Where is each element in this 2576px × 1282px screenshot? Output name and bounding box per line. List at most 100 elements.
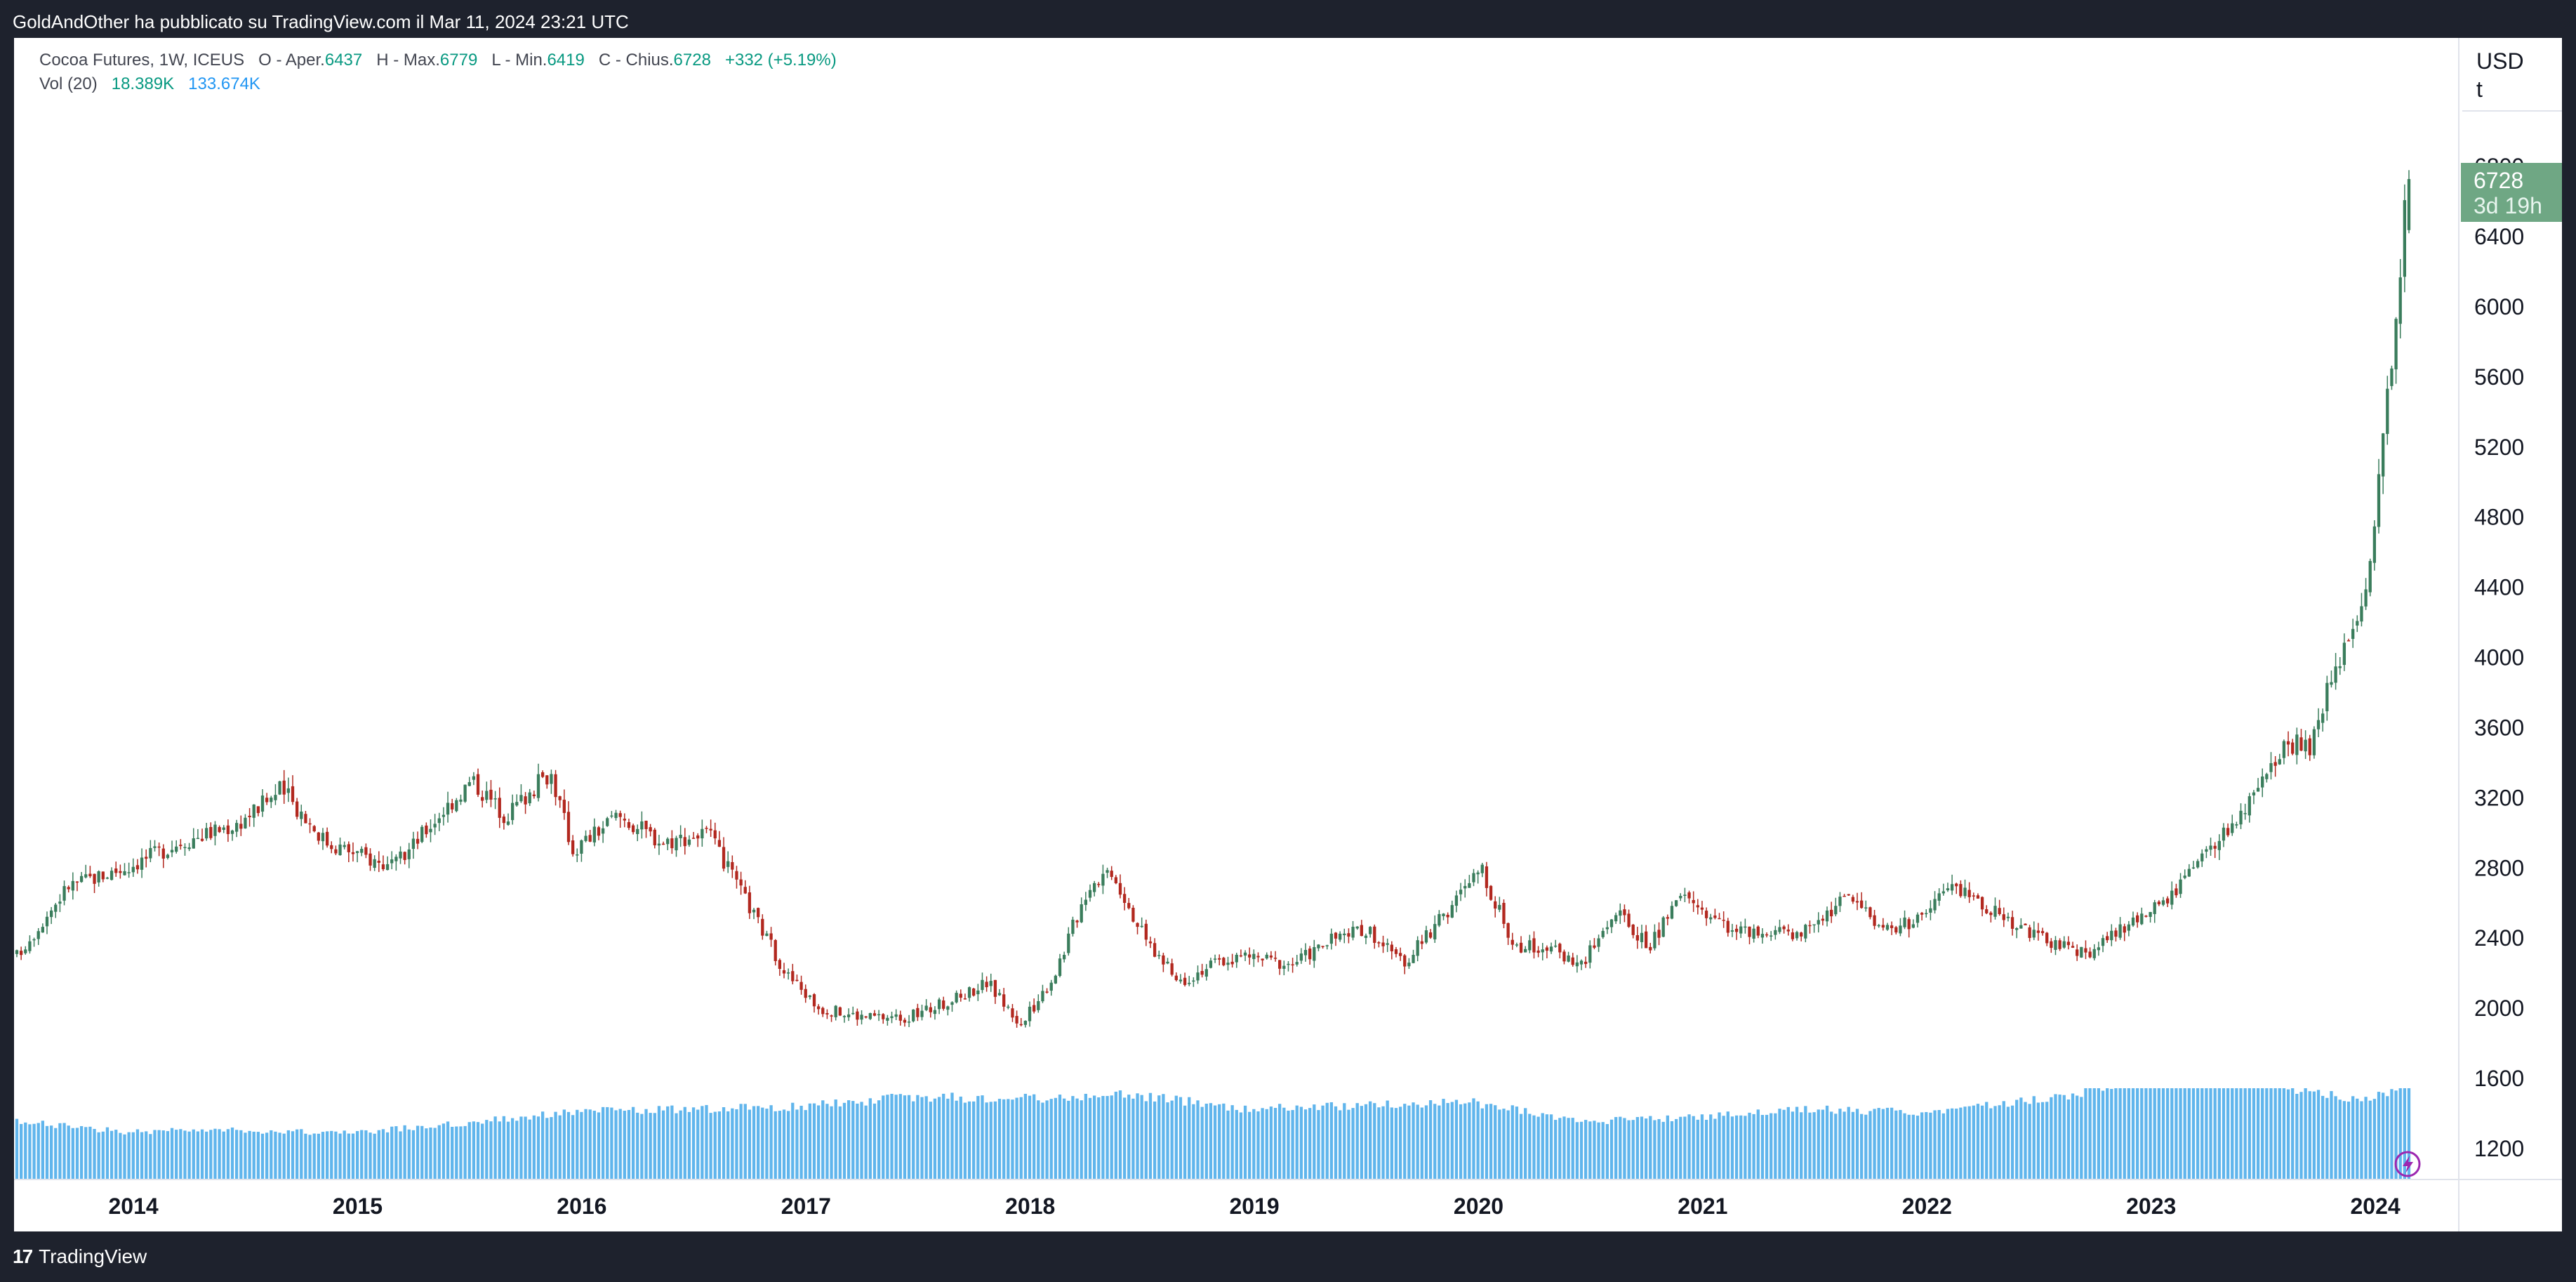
candle-body [834,1005,837,1017]
volume-bar [1170,1100,1174,1179]
volume-bar [1200,1106,1204,1179]
price-axis[interactable]: 1200 1600 2000 2400 2800 3200 3600 4000 4400 4800… [2474,154,2524,1161]
candle-body [894,1014,898,1017]
volume-bar [644,1109,648,1179]
candle-body [912,1009,915,1022]
volume-bar [1424,1105,1428,1179]
tradingview-logo[interactable]: 17 TradingView [13,1245,147,1268]
candle-body [58,901,62,904]
volume-bar [1825,1105,1829,1179]
volume-bar [394,1126,398,1179]
volume-bar [1122,1097,1127,1179]
volume-bar [2024,1102,2027,1179]
volume-bar [291,1131,295,1179]
time-axis[interactable]: 2014 2015 2016 2017 2018 2019 2020 2021 2022 2023… [108,1194,2400,1219]
volume-bar [1118,1090,1122,1179]
candle-body [2015,928,2019,930]
volume-bar [1894,1110,1898,1179]
candle-body [1166,961,1169,964]
volume-bar [1174,1095,1178,1179]
candle-body [1704,911,1708,918]
candle-body [1269,956,1273,958]
volume-bar [1980,1105,1984,1179]
candle-body [41,927,44,933]
volume-value: 18.389K [111,74,175,93]
unit-label[interactable]: t [2476,77,2483,102]
volume-bar [459,1126,463,1179]
candle-body [825,1012,829,1015]
candle-body [187,847,191,850]
volume-bar [1295,1105,1299,1179]
volume-bar [937,1097,941,1179]
volume-bar [1558,1118,1562,1179]
candle-body [252,804,255,818]
brand-label: TradingView [39,1245,147,1267]
plot-background [14,38,2459,1217]
price-tick-label: 2000 [2474,996,2524,1021]
candle-body [1114,877,1117,884]
volume-bar [717,1111,722,1179]
volume-bar [489,1121,493,1179]
volume-bar [131,1132,135,1179]
candle-body [2256,788,2260,792]
volume-bar [1511,1105,1514,1179]
candle-body [1614,915,1618,922]
volume-bar [2273,1088,2277,1179]
candle-body [1485,866,1489,888]
candle-body [898,1015,902,1021]
volume-bar [1403,1104,1407,1179]
candle-body [981,979,984,991]
volume-bar [1463,1103,1467,1179]
low-label: L - Min. [491,51,547,70]
volume-bar [1002,1099,1006,1179]
volume-bar [778,1111,782,1179]
price-tick-label: 4000 [2474,645,2524,670]
candle-body [394,857,398,861]
currency-label[interactable]: USD [2476,48,2524,74]
candle-body [1640,932,1644,942]
volume-bar [580,1111,583,1179]
volume-bar [864,1105,868,1179]
candlesticks [15,170,2411,1028]
volume-bar [1092,1095,1096,1179]
candle-body [300,811,303,819]
candle-body [1726,920,1729,933]
candle-body [1033,1005,1036,1012]
volume-bar [1222,1103,1226,1179]
candle-body [614,812,618,819]
lightning-icon[interactable] [2394,1151,2421,1177]
volume-bar [2062,1095,2066,1179]
volume-bar [41,1121,44,1179]
volume-bar [105,1127,109,1179]
volume-bar [1196,1100,1200,1179]
candle-body [175,846,178,852]
candle-body [1204,969,1208,977]
chart-svg[interactable]: 1200 1600 2000 2400 2800 3200 3600 4000 4400 4800… [14,38,2562,1231]
candle-body [735,871,738,880]
symbol-label[interactable]: Cocoa Futures, 1W, ICEUS [39,51,245,70]
candle-body [209,826,213,838]
price-tick-label: 6000 [2474,294,2524,319]
candle-body [2097,947,2101,951]
volume-bar [1920,1112,1924,1179]
volume-bar [355,1131,359,1179]
candle-body [545,775,549,785]
volume-bar [1744,1116,1747,1179]
candle-body [506,821,510,825]
candle-body [441,814,446,817]
volume-label[interactable]: Vol (20) [39,74,98,93]
candle-body [489,789,493,800]
candle-body [1273,958,1277,959]
volume-bar [1963,1106,1967,1179]
candle-body [1847,894,1850,896]
candle-body [2161,900,2165,905]
volume-bar [1571,1118,1574,1179]
chart-area[interactable]: 1200 1600 2000 2400 2800 3200 3600 4000 4400 4800… [14,38,2562,1231]
volume-bar [2256,1088,2260,1179]
volume-bar [1929,1112,1932,1179]
candle-body [661,843,665,845]
candle-body [93,873,96,884]
candle-body [1571,957,1574,965]
candle-body [1063,954,1066,960]
volume-bar [1950,1108,1954,1179]
